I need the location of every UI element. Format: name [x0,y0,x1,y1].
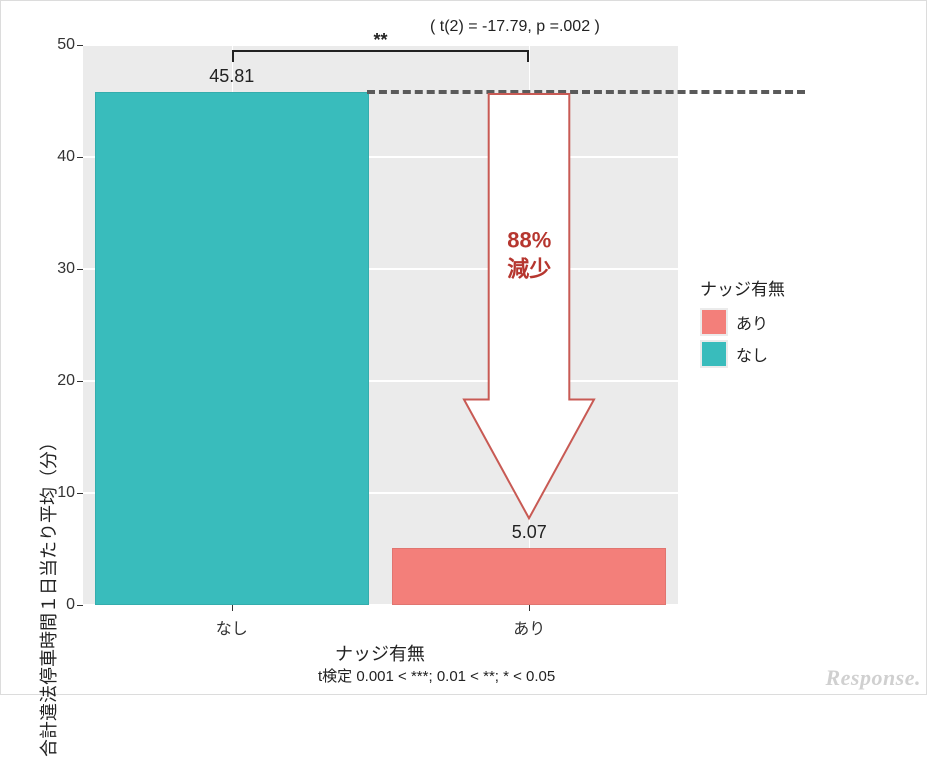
arrow-text-word: 減少 [507,256,551,281]
y-tick-label: 10 [57,484,75,502]
arrow-text-pct: 88% [507,228,551,253]
x-axis-title: ナッジ有無 [335,640,425,666]
watermark: Response. [825,665,921,691]
y-tick-mark [77,493,83,494]
y-tick-mark [77,381,83,382]
x-tick-label: なし [216,615,248,639]
y-tick-label: 40 [57,148,75,166]
legend-swatch [702,342,726,366]
footnote: t検定 0.001 < ***; 0.01 < **; * < 0.05 [318,665,555,686]
significance-bracket [232,50,530,62]
bar [392,548,666,605]
y-tick-mark [77,605,83,606]
y-tick-mark [77,269,83,270]
x-tick-label: あり [513,615,545,639]
legend-label: あり [736,310,768,334]
x-tick-mark [232,605,233,611]
y-axis-title: 合計違法停車時間１日当たり平均（分） [35,433,61,757]
significance-stars: ** [373,30,387,51]
legend-swatch [702,310,726,334]
y-tick-label: 20 [57,372,75,390]
legend-title: ナッジ有無 [700,275,785,300]
legend-label: なし [736,342,768,366]
decrease-arrow-icon [444,89,614,553]
legend-item: あり [700,308,785,336]
bar [95,92,369,605]
x-tick-mark [529,605,530,611]
y-tick-label: 30 [57,260,75,278]
y-tick-mark [77,157,83,158]
legend: ナッジ有無 あり なし [700,275,785,372]
stat-annotation: ( t(2) = -17.79, p =.002 ) [430,18,600,36]
y-tick-mark [77,45,83,46]
bar-value-label: 45.81 [209,66,254,87]
arrow-text: 88% 減少 [507,227,551,284]
chart-panel: 45.815.07**88%減少 [83,45,678,605]
legend-item: なし [700,340,785,368]
y-tick-label: 0 [66,596,75,614]
y-tick-label: 50 [57,36,75,54]
